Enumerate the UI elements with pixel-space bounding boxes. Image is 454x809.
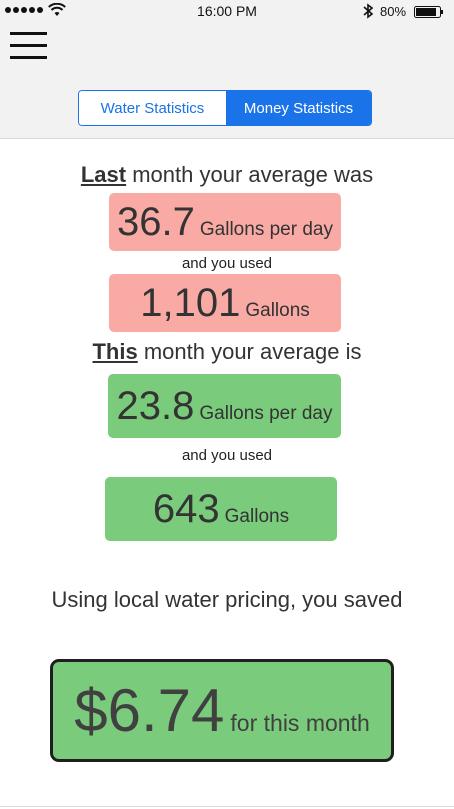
hamburger-menu-icon[interactable] xyxy=(10,30,48,62)
last-month-total-unit: Gallons xyxy=(245,300,310,321)
battery-icon xyxy=(414,6,443,18)
last-month-total-box: 1,101 Gallons xyxy=(109,274,341,332)
status-bar: 16:00 PM 80% xyxy=(0,0,454,22)
last-month-average-box: 36.7 Gallons per day xyxy=(109,193,341,251)
this-month-heading-text: month your average is xyxy=(137,339,362,364)
this-month-heading: This month your average is xyxy=(0,339,454,365)
last-month-heading: Last month your average was xyxy=(0,162,454,188)
signal-dots-icon xyxy=(5,7,43,13)
last-month-heading-text: month your average was xyxy=(126,162,374,187)
tab-money-statistics[interactable]: Money Statistics xyxy=(226,91,371,125)
savings-label: Using local water pricing, you saved xyxy=(51,587,403,612)
last-month-used-label: and you used xyxy=(181,255,273,272)
this-month-average-box: 23.8 Gallons per day xyxy=(108,374,341,438)
status-time: 16:00 PM xyxy=(197,3,257,19)
this-month-total-unit: Gallons xyxy=(224,506,290,527)
battery-percent: 80% xyxy=(380,4,407,19)
bluetooth-icon xyxy=(363,3,374,19)
last-month-average-unit: Gallons per day xyxy=(199,219,333,240)
this-month-total-box: 643 Gallons xyxy=(105,477,337,541)
this-month-total-value: 643 xyxy=(152,487,220,531)
this-month-heading-emphasis: This xyxy=(92,339,138,364)
this-month-used-label: and you used xyxy=(181,447,273,464)
savings-box: $6.74 for this month xyxy=(50,659,394,762)
app-header: Water Statistics Money Statistics xyxy=(0,22,454,139)
savings-amount: $6.74 xyxy=(74,677,225,744)
savings-period: for this month xyxy=(230,710,370,736)
last-month-heading-emphasis: Last xyxy=(80,162,127,187)
this-month-average-unit: Gallons per day xyxy=(199,403,333,424)
last-month-total-value: 1,101 xyxy=(140,281,241,325)
bottom-divider xyxy=(0,806,454,807)
statistics-tab-switcher: Water Statistics Money Statistics xyxy=(78,90,372,126)
this-month-average-value: 23.8 xyxy=(116,384,195,428)
wifi-icon xyxy=(48,3,66,16)
tab-water-statistics[interactable]: Water Statistics xyxy=(79,91,226,125)
last-month-average-value: 36.7 xyxy=(117,200,195,244)
